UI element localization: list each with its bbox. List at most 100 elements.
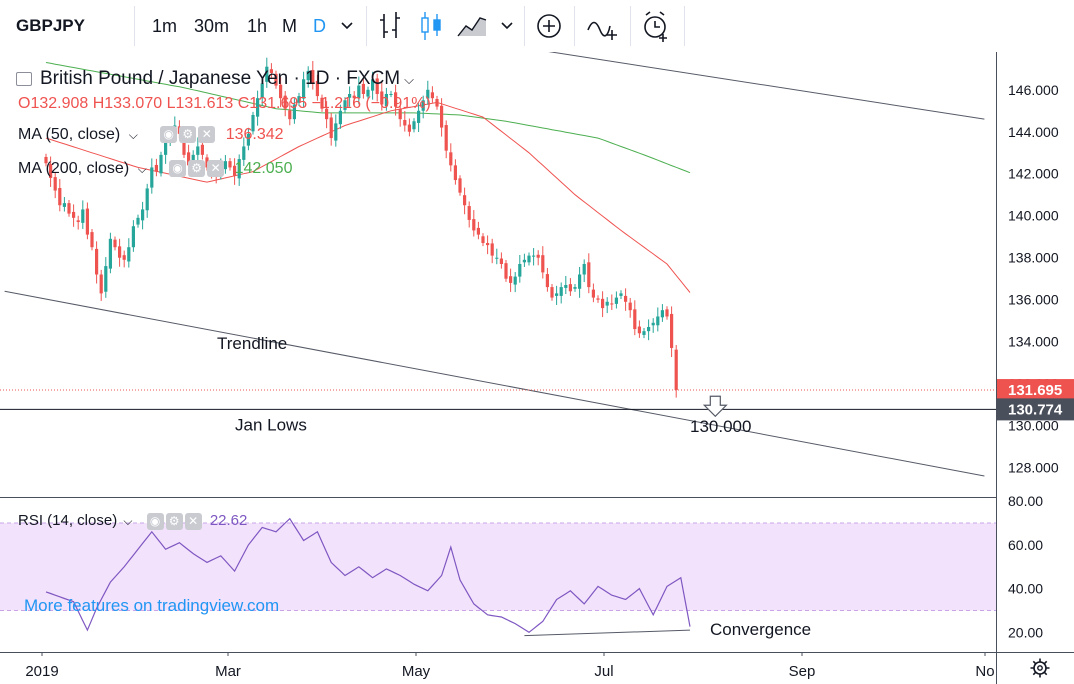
rsi-line [45,517,691,634]
candle-body [311,70,315,84]
chevron-down-icon[interactable] [340,0,362,52]
candle-body [389,93,393,95]
trendline[interactable] [4,290,985,477]
candle-style-icon[interactable] [418,0,444,52]
settings-gear-icon[interactable]: ⚙ [188,160,206,178]
ma50-label[interactable]: MA (50, close) [18,126,121,143]
candle-body [366,89,370,97]
candle-body [62,203,66,207]
candle-body [329,117,333,139]
visibility-eye-icon[interactable]: ◉ [160,126,178,144]
interval-month-button[interactable]: M [282,16,297,36]
promo-link[interactable]: More features on tradingview.com [24,596,280,615]
candle-body [555,293,559,296]
candle-body [136,217,140,225]
candle-body [444,125,448,151]
area-style-icon[interactable] [456,0,488,52]
chevron-down-icon[interactable] [500,0,520,52]
ma200-value: 142.050 [234,160,293,177]
price-tick-label: 128.000 [1008,460,1059,476]
candle-body [656,316,660,326]
candle-body [614,297,618,304]
rsi-tick-label: 80.00 [1008,493,1043,509]
candle-body [591,289,595,298]
collapse-legend-icon[interactable] [16,71,32,86]
close-icon[interactable]: ✕ [207,160,225,178]
candle-body [108,238,112,269]
candle-body [53,177,57,191]
toolbar-divider [524,6,525,46]
candle-body [343,100,347,110]
time-tick-label: 2019 [25,663,58,680]
compare-plus-icon[interactable] [535,0,563,52]
candle-body [394,92,398,107]
rsi-tick-label: 60.00 [1008,537,1043,553]
close-icon[interactable]: ✕ [184,512,202,530]
trendline[interactable] [524,52,985,120]
annotation-label: Jan Lows [235,416,307,435]
time-tick-label: Mar [215,663,241,680]
candle-body [237,159,241,179]
candle-body [380,91,384,105]
chevron-down-icon[interactable]: ⌵ [128,128,138,142]
ma50-value: 136.342 [225,126,284,143]
toolbar-divider [684,6,685,46]
candle-body [200,144,204,155]
interval-day-button[interactable]: D [313,16,326,36]
candle-body [449,152,453,166]
candle-body [384,93,388,107]
candle-body [412,121,416,130]
candle-body [72,211,76,218]
interval-30m-button[interactable]: 30m [194,16,230,36]
candle-body [407,124,411,132]
price-badge-label: 130.774 [1008,401,1063,418]
time-tick-label: Sep [789,663,816,680]
candle-body [223,161,227,170]
chevron-down-icon[interactable]: ⌵ [404,72,414,87]
candle-body [601,298,605,309]
interval-1m-button[interactable]: 1m [152,16,178,36]
candle-body [242,146,246,160]
candle-body [421,100,425,111]
candle-body [665,309,669,317]
candle-body [674,349,678,391]
candle-body [670,313,674,348]
candle-body [660,310,664,318]
candle-body [187,152,191,166]
down-arrow-icon[interactable] [702,395,728,418]
candle-body [633,309,637,330]
candle-body [467,206,471,220]
candle-body [371,79,375,91]
candle-body [113,239,117,248]
candle-body [472,219,476,231]
visibility-eye-icon[interactable]: ◉ [169,160,187,178]
settings-gear-icon[interactable]: ⚙ [179,126,197,144]
alert-icon[interactable] [641,0,673,52]
symbol-search-button[interactable]: GBPJPY [16,16,85,35]
chevron-down-icon[interactable]: ⌵ [123,514,133,528]
candle-body [315,80,319,97]
candle-body [67,203,71,214]
interval-1h-button[interactable]: 1h [247,16,268,36]
rsi-label[interactable]: RSI (14, close) [18,512,118,529]
settings-gear-icon[interactable] [1030,658,1050,678]
candle-body [44,156,48,164]
rsi-legend: RSI (14, close) ⌵ ◉ ⚙ ✕ 22.62 [18,512,247,530]
candle-body [288,110,292,120]
candle-body [509,276,513,283]
visibility-eye-icon[interactable]: ◉ [146,512,164,530]
bar-style-icon[interactable] [378,0,404,52]
settings-gear-icon[interactable]: ⚙ [165,512,183,530]
candle-body [246,133,250,146]
candle-body [154,164,158,172]
indicator-icon[interactable] [586,0,620,52]
candle-body [306,70,310,81]
candle-body [118,246,122,258]
rsi-trendline[interactable] [524,629,691,637]
close-icon[interactable]: ✕ [198,126,216,144]
chevron-down-icon[interactable]: ⌵ [137,162,147,176]
ma200-label[interactable]: MA (200, close) [18,160,130,177]
toolbar-divider [574,6,575,46]
price-chart[interactable]: 146.000 144.000 142.000 140.000 138.000 136.0… [0,52,1074,684]
candle-body [49,164,53,178]
